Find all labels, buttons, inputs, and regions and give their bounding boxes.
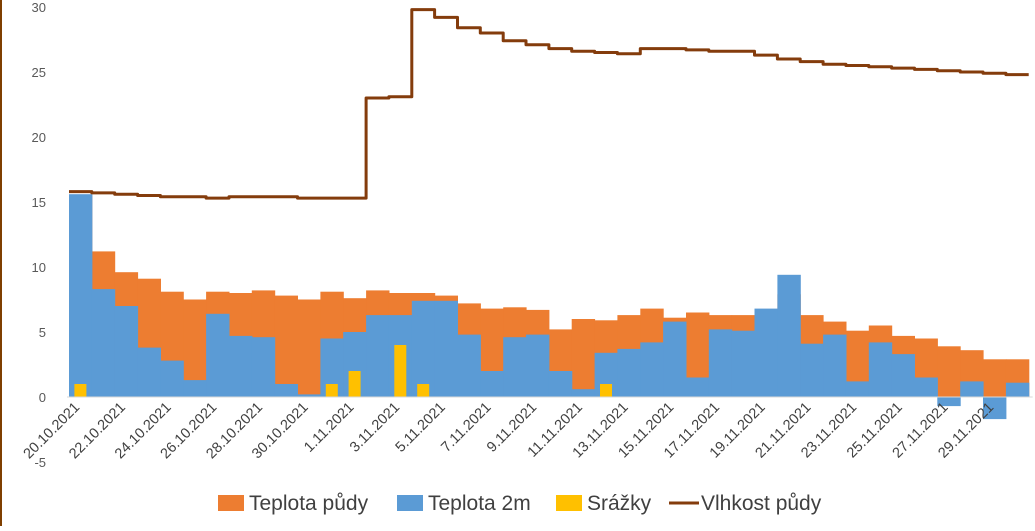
air-temperature-bar — [91, 289, 116, 397]
soil-temperature-bar — [274, 295, 298, 397]
y-tick-label: 25 — [32, 65, 46, 80]
air-temperature-bar — [777, 274, 801, 397]
legend-label: Teplota 2m — [428, 492, 531, 515]
air-temperature-bar — [183, 380, 207, 397]
legend-swatch — [218, 495, 244, 511]
legend: Teplota půdy Teplota 2m Srážky Vlhkost půdy — [218, 492, 822, 515]
soil-moisture-line — [69, 8, 1029, 200]
air-temperature-bar — [434, 300, 458, 397]
air-temperature-bar — [457, 334, 481, 397]
soil-temperature-bar — [183, 299, 207, 397]
soil-temperature-bar — [983, 359, 1007, 397]
precipitation-bar — [600, 384, 612, 397]
legend-label: Teplota půdy — [249, 492, 369, 515]
soil-temperature-bar — [686, 312, 710, 397]
air-temperature-bar — [229, 335, 253, 397]
air-temperature-bar — [640, 342, 664, 397]
legend-item: Vlhkost půdy — [669, 492, 822, 515]
legend-item: Teplota 2m — [397, 492, 531, 515]
soil-temperature-bar — [937, 346, 961, 397]
precipitation-bars — [74, 345, 612, 397]
soil-moisture-line-group — [69, 8, 1029, 200]
air-temperature-bar — [891, 354, 915, 397]
soil-temperature-bar — [845, 330, 870, 397]
air-temperature-bar — [274, 384, 298, 397]
air-temperature-bar — [320, 338, 344, 397]
air-temperature-bar — [868, 342, 893, 397]
precipitation-bar — [394, 345, 407, 397]
y-tick-label: 30 — [32, 0, 46, 15]
x-axis-ticks: 20.10.202122.10.202124.10.202126.10.2021… — [21, 400, 998, 463]
air-temperature-bar — [297, 394, 321, 397]
air-temperature-bar — [1005, 382, 1030, 397]
air-temperature-bar — [754, 308, 778, 397]
y-tick-label: 5 — [39, 325, 46, 340]
air-temperature-bar — [937, 397, 961, 407]
legend-item: Teplota půdy — [218, 492, 369, 515]
air-temperature-bar — [251, 337, 276, 397]
soil-temperature-bar — [297, 299, 321, 397]
precipitation-bar — [417, 384, 430, 397]
air-temperature-bar — [411, 300, 436, 397]
air-temperature-bar — [617, 348, 641, 397]
air-temperature-bar — [914, 377, 938, 397]
air-temperature-bar — [114, 306, 139, 397]
y-tick-label: 10 — [32, 260, 46, 275]
air-temperature-bar — [845, 381, 870, 397]
legend-swatch — [556, 495, 582, 511]
y-tick-label: 15 — [32, 195, 46, 210]
air-temperature-bar — [548, 371, 573, 397]
soil-temperature-bar — [571, 319, 596, 397]
air-temperature-bar — [206, 313, 230, 397]
air-temperature-bar — [69, 194, 93, 397]
air-temperature-bar — [823, 334, 847, 397]
air-temperature-bar — [731, 330, 756, 397]
air-temperature-bar — [480, 371, 504, 397]
y-tick-label: -5 — [34, 455, 46, 470]
air-temperature-bar — [137, 347, 161, 397]
air-temperature-bar — [686, 377, 710, 397]
legend-label: Srážky — [587, 492, 652, 515]
air-temperature-bar — [526, 334, 550, 397]
precipitation-bar — [325, 384, 338, 397]
air-temperature-bar — [366, 315, 390, 397]
legend-swatch — [397, 495, 423, 511]
y-tick-label: 0 — [39, 390, 46, 405]
precipitation-bar — [348, 371, 361, 397]
legend-item: Srážky — [556, 492, 652, 515]
air-temperature-bar — [983, 397, 1007, 420]
air-temperature-bar — [960, 381, 984, 397]
air-temperature-bar — [160, 360, 184, 397]
air-temperature-bar — [708, 329, 733, 397]
y-axis-ticks: 30 25 20 15 10 5 0 -5 — [32, 0, 46, 470]
air-temperature-bar — [571, 389, 596, 397]
precipitation-bar — [74, 384, 87, 397]
legend-label: Vlhkost půdy — [701, 492, 822, 515]
y-tick-label: 20 — [32, 130, 46, 145]
air-temperature-bar — [800, 343, 824, 397]
air-temperature-area — [69, 194, 1030, 420]
air-temperature-bar — [663, 321, 687, 397]
air-temperature-bar — [503, 337, 527, 397]
